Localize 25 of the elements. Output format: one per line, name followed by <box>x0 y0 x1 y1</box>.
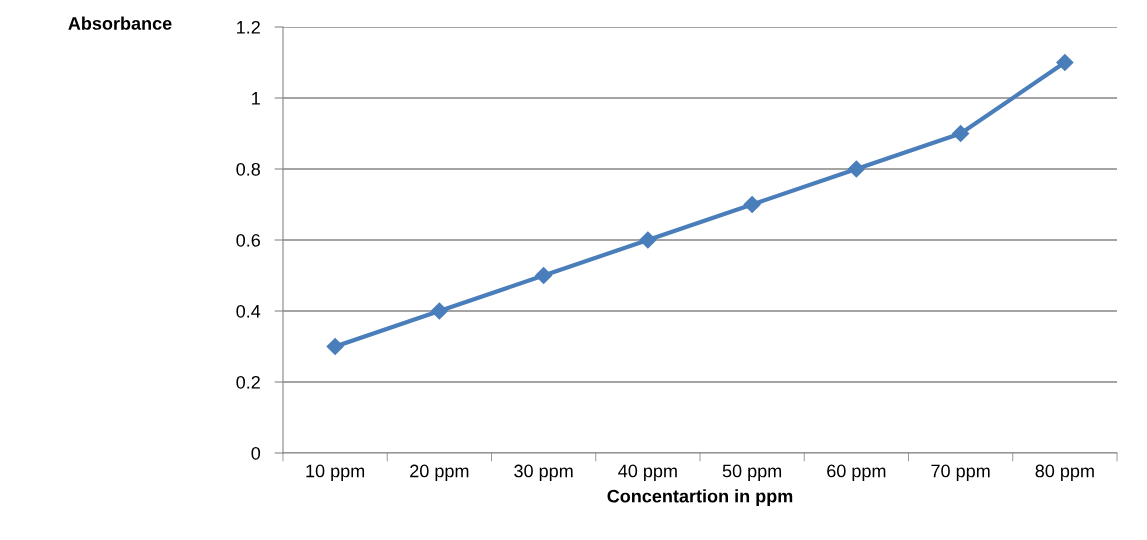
y-tick-label: 0.8 <box>236 162 260 176</box>
y-tick-label: 1 <box>252 92 260 105</box>
y-tick-label: 1.2 <box>237 20 260 34</box>
x-tick-label: 70 ppm <box>931 464 990 481</box>
point <box>1056 53 1074 72</box>
x-tick-label: 50 ppm <box>722 464 782 481</box>
x-tick-label: 40 ppm <box>618 464 677 481</box>
y-axis-title: Absorbance <box>68 16 172 30</box>
point <box>430 302 448 320</box>
x-axis-title: Concentartion in ppm <box>607 489 793 507</box>
x-tick-label: 10 ppm <box>306 464 365 481</box>
point <box>847 160 865 178</box>
point <box>326 337 344 356</box>
point <box>952 124 970 143</box>
y-tick-label: 0.2 <box>236 375 260 389</box>
y-tick-label: 0 <box>251 446 261 460</box>
x-tick-label: 20 ppm <box>410 464 469 481</box>
x-tick-label: 30 ppm <box>514 464 573 481</box>
y-tick-label: 0.4 <box>236 304 261 318</box>
point <box>639 231 657 249</box>
x-tick-label: 80 ppm <box>1035 464 1094 481</box>
point <box>743 195 761 214</box>
point <box>535 266 553 285</box>
x-tick-label: 60 ppm <box>827 464 886 481</box>
y-tick-label: 0.6 <box>236 233 260 247</box>
